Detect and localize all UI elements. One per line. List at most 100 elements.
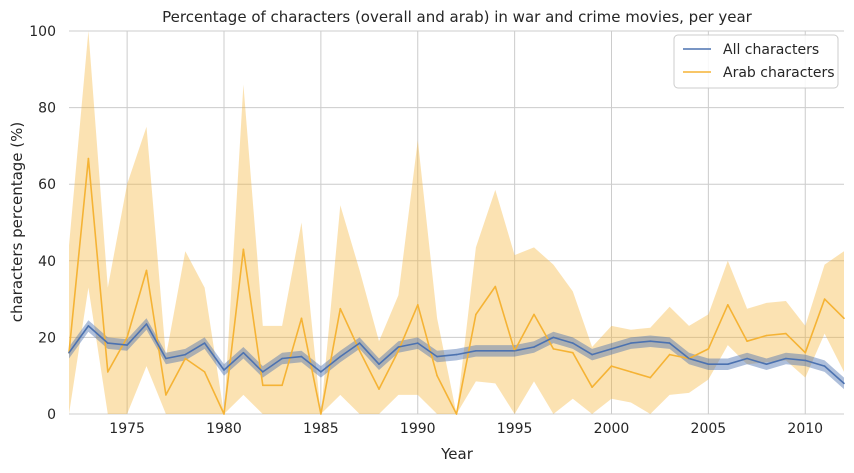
y-axis-title: characters percentage (%) xyxy=(8,122,26,323)
all-characters-point xyxy=(823,365,826,367)
legend-box xyxy=(673,34,839,89)
arab-characters-point xyxy=(455,413,458,415)
y-tick-label: 20 xyxy=(38,330,56,346)
all-characters-point xyxy=(572,342,574,344)
arab-characters-point xyxy=(785,332,787,335)
all-characters-point xyxy=(688,357,690,360)
x-tick-label: 2000 xyxy=(594,421,630,437)
y-tick-label: 80 xyxy=(38,101,56,117)
x-tick-label: 1990 xyxy=(400,421,436,437)
all-characters-point xyxy=(765,363,768,366)
y-tick-label: 40 xyxy=(38,254,56,270)
all-characters-point xyxy=(223,369,225,371)
arab-characters-point xyxy=(107,371,109,373)
grid xyxy=(69,30,844,415)
arab-characters-point xyxy=(533,313,535,316)
all-characters-point xyxy=(727,363,729,366)
arab-characters-point xyxy=(649,376,652,379)
all-characters-point xyxy=(339,355,342,358)
legend: All characters Arab characters xyxy=(673,34,839,89)
all-characters-point xyxy=(397,346,400,348)
all-characters-point xyxy=(630,342,632,344)
all-characters-point xyxy=(107,342,109,344)
arab-characters-point xyxy=(397,350,400,352)
arab-characters-point xyxy=(436,374,438,377)
arab-characters-point xyxy=(262,384,264,387)
all-characters-point xyxy=(785,357,787,360)
arab-characters-point xyxy=(87,157,90,160)
arab-characters-point xyxy=(126,336,128,339)
all-characters-point xyxy=(242,351,245,354)
all-characters-point xyxy=(610,348,613,350)
x-axis-title: Year xyxy=(440,445,474,463)
legend-label-arab-characters: Arab characters xyxy=(723,65,835,81)
y-tick-label: 100 xyxy=(29,24,56,40)
all-characters-point xyxy=(184,353,187,356)
all-characters-point xyxy=(455,353,458,356)
arab-characters-point xyxy=(300,317,303,320)
arab-characters-point xyxy=(320,413,322,415)
arab-characters-point xyxy=(281,384,283,387)
arab-characters-point xyxy=(475,313,477,316)
arab-characters-point xyxy=(630,371,632,373)
all-characters-point xyxy=(417,342,419,344)
arab-characters-point xyxy=(223,413,225,415)
all-characters-point xyxy=(707,363,710,366)
arab-characters-point xyxy=(572,351,574,354)
all-characters-point xyxy=(262,371,264,373)
all-characters-point xyxy=(513,350,516,352)
all-characters-point xyxy=(165,357,167,360)
arab-characters-point xyxy=(203,371,206,373)
y-tick-label: 0 xyxy=(47,407,56,423)
all-characters-point xyxy=(591,353,593,356)
x-tick-label: 2005 xyxy=(691,421,727,437)
arab-characters-point xyxy=(823,298,826,300)
chart-title: Percentage of characters (overall and ar… xyxy=(162,8,752,26)
arab-characters-point xyxy=(339,307,342,310)
all-characters-point xyxy=(378,363,380,366)
arab-characters-point xyxy=(184,357,187,360)
arab-characters-point xyxy=(843,317,845,320)
arab-characters-point xyxy=(668,353,671,356)
arab-characters-point xyxy=(417,304,419,306)
legend-label-all-characters: All characters xyxy=(723,42,819,58)
arab-characters-point xyxy=(552,348,555,350)
x-tick-label: 2010 xyxy=(787,421,823,437)
all-characters-point xyxy=(68,351,70,354)
x-tick-label: 1980 xyxy=(206,421,242,437)
arab-characters-point xyxy=(145,269,148,272)
all-characters-point xyxy=(552,336,555,339)
arab-characters-point xyxy=(165,394,167,396)
all-characters-point xyxy=(668,342,671,344)
all-characters-point xyxy=(203,342,206,344)
arab-characters-point xyxy=(746,340,748,343)
data-points xyxy=(68,157,845,415)
all-characters-point xyxy=(126,344,128,346)
all-characters-point xyxy=(649,340,652,343)
arab-characters-point xyxy=(494,285,497,288)
all-characters-point xyxy=(746,357,748,360)
arab-characters-point xyxy=(804,351,807,354)
arab-characters-point xyxy=(358,350,361,352)
arab-characters-point xyxy=(765,334,768,337)
y-tick-label: 60 xyxy=(38,177,56,193)
plot-area xyxy=(69,31,844,414)
arab-characters-point xyxy=(727,304,729,306)
arab-characters-point xyxy=(707,348,710,350)
x-tick-label: 1975 xyxy=(109,421,145,437)
all-characters-point xyxy=(300,355,303,358)
y-axis-ticks: 0 20 40 60 80 100 xyxy=(29,24,56,423)
all-characters-point xyxy=(436,355,438,358)
arab-characters-point xyxy=(378,388,380,390)
arab-characters-point xyxy=(610,365,613,367)
all-characters-point xyxy=(494,350,497,352)
arab-characters-point xyxy=(242,248,245,251)
all-characters-point xyxy=(843,382,845,385)
all-characters-point xyxy=(533,346,535,348)
all-characters-point xyxy=(475,350,477,352)
all-characters-point xyxy=(320,371,322,373)
all-characters-point xyxy=(358,342,361,344)
arab-characters-point xyxy=(591,386,593,389)
x-tick-label: 1985 xyxy=(303,421,339,437)
